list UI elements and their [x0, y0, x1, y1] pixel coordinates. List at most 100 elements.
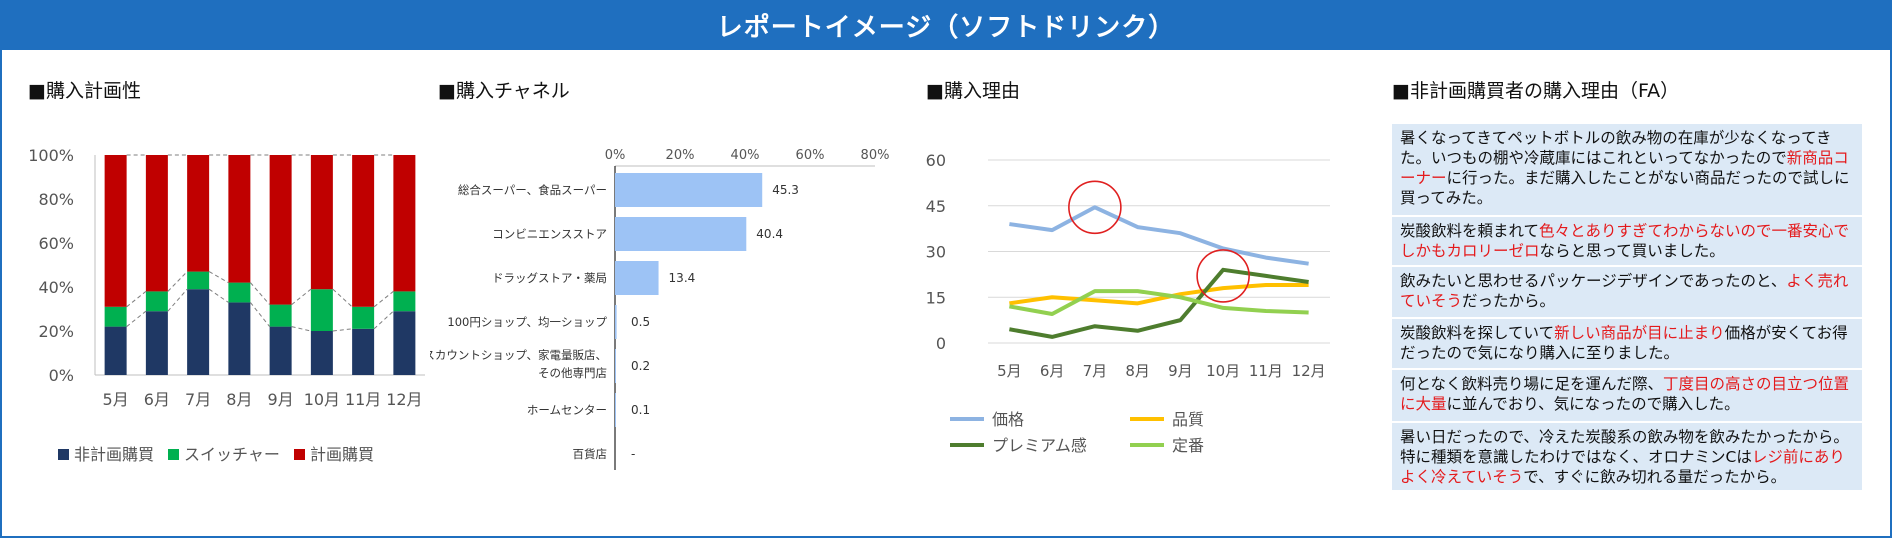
- bar-非計画購買: [352, 328, 375, 375]
- fa-text: 価格が安くてお得だったので気になり購入に至りました。: [1400, 324, 1848, 362]
- fa-text: に並んでおり、気になったので購入した。: [1446, 395, 1740, 413]
- bar-計画購買: [310, 155, 333, 290]
- fa-text: ならと思って買いました。: [1539, 242, 1725, 260]
- value-label: -: [631, 447, 635, 461]
- category-label: 100円ショップ、均一ショップ: [447, 315, 607, 329]
- category-label: 百貨店: [573, 447, 608, 461]
- fa-text: に行った。まだ購入したことがない商品だったので試しに買ってみた。: [1400, 169, 1850, 207]
- x-tick-label: 60%: [796, 148, 825, 163]
- bar-スイッチャー: [187, 271, 210, 290]
- y-tick-label: 30: [926, 243, 946, 262]
- section-title-fa: ■非計画購買者の購入理由（FA）: [1392, 80, 1680, 102]
- y-tick-label: 80%: [38, 190, 74, 209]
- bar-スイッチャー: [145, 291, 168, 312]
- bar-スイッチャー: [310, 289, 333, 331]
- x-tick-label: 8月: [1125, 362, 1150, 380]
- y-tick-label: 0: [936, 334, 946, 353]
- legend-label: 計画購買: [310, 445, 374, 464]
- x-tick-label: 12月: [386, 390, 422, 409]
- series-connector-line: [167, 288, 188, 312]
- bar-スイッチャー: [104, 306, 127, 327]
- legend-label: 定番: [1172, 436, 1204, 455]
- x-tick-label: 6月: [1040, 362, 1065, 380]
- legend-label: 価格: [992, 410, 1024, 429]
- x-tick-label: 20%: [666, 148, 695, 163]
- bar: [615, 261, 659, 295]
- x-tick-label: 5月: [997, 362, 1022, 380]
- x-tick-label: 6月: [144, 390, 170, 409]
- x-tick-label: 9月: [1168, 362, 1193, 380]
- bar-計画購買: [269, 155, 292, 305]
- legend-label: 品質: [1172, 410, 1204, 429]
- y-tick-label: 100%: [28, 146, 74, 165]
- series-connector-line: [249, 282, 271, 305]
- channel-horizontal-bar-chart: 0% 20% 40% 60% 80% 総合スーパー、食品スーパー 45.3 コンビニエンススト…: [430, 148, 890, 470]
- series-connector-line: [208, 288, 229, 303]
- value-label: 0.5: [631, 315, 650, 329]
- y-tick-label: 15: [926, 288, 946, 307]
- fa-text: 炭酸飲料を頼まれて: [1400, 222, 1540, 240]
- bar-非計画購買: [145, 311, 168, 375]
- highlight-circle: [1196, 249, 1250, 303]
- category-label: コンビニエンスストア: [492, 227, 607, 241]
- legend-swatch-非計画購買: [58, 449, 69, 460]
- section-title-planning: ■購入計画性: [28, 80, 141, 102]
- series-connector-line: [373, 310, 394, 330]
- legend-swatch-計画購買: [294, 449, 305, 460]
- fa-text: で、すぐに飲み切れる量だったから。: [1523, 468, 1787, 486]
- bar: [615, 305, 617, 339]
- y-tick-label: 60: [926, 151, 946, 170]
- line-series-価格: [1009, 205, 1309, 266]
- bar-スイッチャー: [228, 282, 251, 303]
- bar-計画購買: [187, 155, 210, 272]
- x-tick-label: 7月: [1083, 362, 1108, 380]
- x-tick-label: 8月: [226, 390, 252, 409]
- category-label: ホームセンター: [527, 403, 607, 417]
- fa-text: 暑い日だったので、冷えた炭酸系の飲み物を飲みたかったから。特に種類を意識したわけ…: [1400, 428, 1849, 466]
- series-connector-line: [208, 271, 229, 284]
- series-connector-line: [167, 271, 188, 292]
- y-tick-label: 0%: [49, 366, 74, 385]
- value-label: 45.3: [772, 183, 799, 197]
- highlight-circle: [1068, 180, 1122, 235]
- category-label: ドラッグストア・薬局: [492, 271, 607, 285]
- bar-スイッチャー: [352, 306, 375, 329]
- planning-stacked-bar-chart: 0% 20% 40% 60% 80% 100% 5月 6月 7月 8月 9月 10月 11月 12月非計画…: [28, 146, 425, 464]
- value-label: 40.4: [756, 227, 783, 241]
- bar: [615, 217, 747, 251]
- y-tick-label: 45: [926, 197, 946, 216]
- x-tick-label: 12月: [1292, 362, 1326, 380]
- fa-text: 炭酸飲料を探していて: [1400, 324, 1555, 342]
- legend-label: スイッチャー: [184, 445, 280, 464]
- category-label: ディスカウントショップ、家電量販店、: [430, 348, 607, 362]
- bar-計画購買: [393, 155, 416, 292]
- x-tick-label: 10月: [1206, 362, 1240, 380]
- bar-スイッチャー: [393, 291, 416, 312]
- y-tick-label: 20%: [38, 322, 74, 341]
- bar-非計画購買: [228, 302, 251, 375]
- line-series-品質: [1009, 283, 1309, 306]
- x-tick-label: 80%: [861, 148, 890, 163]
- bar-計画購買: [228, 155, 251, 283]
- fa-highlight-text: 色々とありすぎてわからないので一番安心でしかもカロリーゼロ: [1400, 222, 1850, 260]
- value-label: 13.4: [669, 271, 696, 285]
- section-title-channel: ■購入チャネル: [438, 80, 570, 102]
- bar-計画購買: [145, 155, 168, 292]
- x-tick-label: 11月: [345, 390, 381, 409]
- bar-計画購買: [104, 155, 127, 307]
- x-tick-label: 9月: [268, 390, 294, 409]
- bar: [615, 349, 616, 383]
- bar: [615, 173, 763, 207]
- fa-answer-box: 暑い日だったので、冷えた炭酸系の飲み物を飲みたかったから。特に種類を意識したわけ…: [1392, 422, 1862, 490]
- fa-answer-box: 炭酸飲料を頼まれて色々とありすぎてわからないので一番安心でしかもカロリーゼロなら…: [1392, 216, 1862, 265]
- category-label-line2: その他専門店: [538, 366, 607, 380]
- x-tick-label: 7月: [185, 390, 211, 409]
- x-tick-label: 10月: [304, 390, 340, 409]
- fa-answer-box: 炭酸飲料を探していて新しい商品が目に止まり価格が安くてお得だったので気になり購入…: [1392, 318, 1862, 368]
- fa-answer-box: 暑くなってきてペットボトルの飲み物の在庫が少なくなってきた。いつもの棚や冷蔵庫に…: [1392, 123, 1862, 215]
- x-tick-label: 40%: [731, 148, 760, 163]
- bar-スイッチャー: [269, 304, 292, 327]
- fa-highlight-text: 丁度目の高さの目立つ位置に大量: [1400, 375, 1850, 413]
- value-label: 0.2: [631, 359, 650, 373]
